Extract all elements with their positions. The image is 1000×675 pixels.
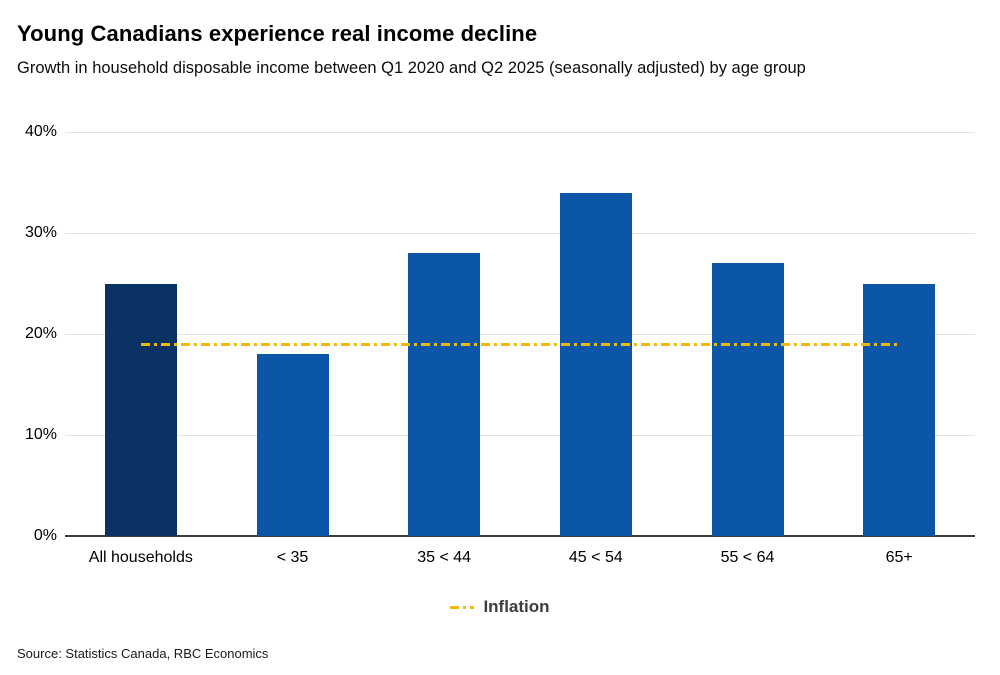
legend-label: Inflation <box>483 597 550 616</box>
bar-45-54 <box>559 192 632 536</box>
x-tick-label: 45 < 54 <box>568 549 623 566</box>
legend: Inflation <box>0 597 1000 617</box>
x-axis: All households < 35 35 < 44 45 < 54 55 < 64 6… <box>65 549 975 569</box>
y-tick-label: 40% <box>24 123 57 140</box>
bar-65 <box>863 283 936 536</box>
x-tick-label: All households <box>88 549 193 566</box>
chart-subtitle: Growth in household disposable income be… <box>17 59 806 77</box>
x-tick-label: < 35 <box>276 549 309 566</box>
inflation-line <box>140 342 900 346</box>
gridline <box>65 131 975 133</box>
bar-35-44 <box>408 253 481 536</box>
y-tick-label: 0% <box>33 527 57 544</box>
y-axis: 0% 10% 20% 30% 40% <box>0 123 57 544</box>
x-tick-label: 55 < 64 <box>720 549 775 566</box>
bar-55-64 <box>711 263 784 536</box>
x-tick-label: 65+ <box>885 549 913 566</box>
inflation-line-legend-swatch <box>450 605 475 609</box>
y-tick-label: 10% <box>24 426 57 443</box>
gridline <box>65 232 975 234</box>
source-note: Source: Statistics Canada, RBC Economics <box>17 646 269 661</box>
x-axis-line <box>65 535 975 537</box>
gridline <box>65 434 975 436</box>
y-tick-label: 20% <box>24 325 57 342</box>
x-tick-label: 35 < 44 <box>417 549 472 566</box>
plot-area <box>65 131 975 537</box>
gridline <box>65 333 975 335</box>
bar-all-households <box>104 283 177 536</box>
y-tick-label: 30% <box>24 224 57 241</box>
chart-title: Young Canadians experience real income d… <box>17 21 538 46</box>
bar-35 <box>256 354 329 536</box>
